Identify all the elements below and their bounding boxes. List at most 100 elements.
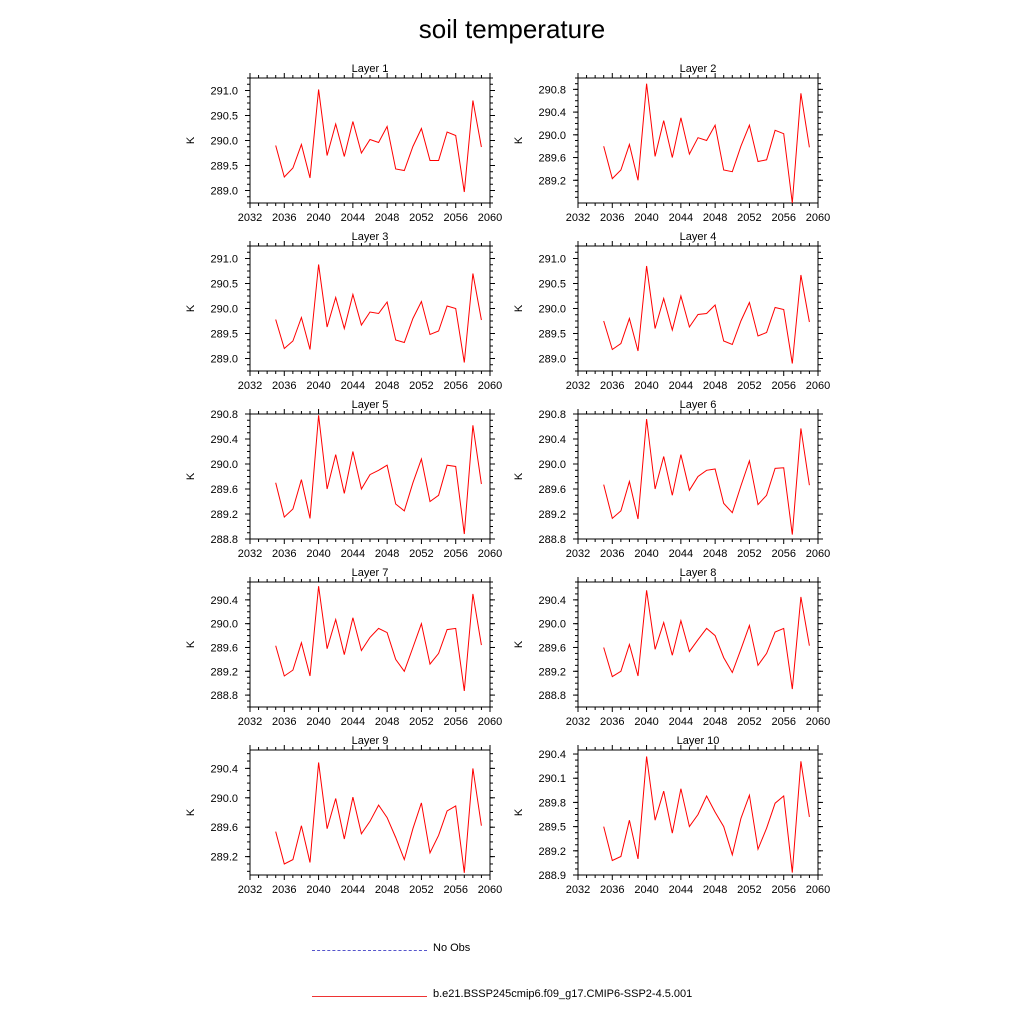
y-tick-label: 289.6 [538,484,566,496]
x-tick-label: 2040 [634,884,658,896]
y-tick-label: 290.5 [538,279,566,291]
y-tick-label: 290.4 [210,434,238,446]
y-tick-label: 289.2 [538,509,566,521]
plot-frame [249,77,491,204]
x-tick-label: 2040 [306,716,330,728]
y-tick-label: 290.0 [538,304,566,316]
x-tick-label: 2040 [634,716,658,728]
x-tick-label: 2048 [375,884,399,896]
x-tick-label: 2036 [272,716,296,728]
y-tick-label: 288.8 [210,534,238,546]
x-tick-label: 2048 [375,548,399,560]
x-tick-label: 2052 [409,548,433,560]
x-tick-label: 2048 [375,716,399,728]
y-tick-label: 290.1 [538,773,566,785]
y-tick-label: 289.6 [210,484,238,496]
x-tick-label: 2040 [306,548,330,560]
x-tick-label: 2060 [806,548,830,560]
x-tick-label: 2040 [634,548,658,560]
chart-panel: Layer 6 K 2032 2036 2040 2044 2048 2052 2056 2060… [513,399,830,560]
y-tick-label: 289.5 [210,161,238,173]
legend-swatch-solid [312,996,427,997]
x-tick-label: 2044 [341,380,365,392]
x-tick-label: 2044 [341,212,365,224]
y-tick-label: 289.2 [538,666,566,678]
y-tick-label: 290.5 [210,111,238,123]
y-axis-label: K [513,136,525,144]
y-tick-label: 290.0 [538,130,566,142]
series-line [603,265,810,364]
y-tick-label: 288.8 [538,690,566,702]
x-tick-label: 2056 [443,380,467,392]
x-tick-label: 2060 [478,380,502,392]
chart-panel: Layer 7 K 2032 2036 2040 2044 2048 2052 2056 2060… [185,567,502,728]
y-tick-label: 290.0 [538,459,566,471]
series-line [603,756,810,873]
x-tick-label: 2052 [409,884,433,896]
x-tick-label: 2052 [409,380,433,392]
y-tick-label: 290.0 [210,459,238,471]
y-tick-label: 290.5 [210,279,238,291]
x-tick-label: 2032 [238,380,262,392]
y-tick-label: 289.8 [538,797,566,809]
x-tick-label: 2040 [634,380,658,392]
x-tick-label: 2048 [703,212,727,224]
panel-grid: Layer 1 K 2032 2036 2040 2044 2048 2052 2056 2060… [185,63,830,896]
x-tick-label: 2036 [600,884,624,896]
panel-title: Layer 3 [352,231,389,243]
chart-panel: Layer 4 K 2032 2036 2040 2044 2048 2052 2056 2060… [513,231,830,392]
x-tick-label: 2032 [566,884,590,896]
x-tick-label: 2032 [566,548,590,560]
legend-entry-model: b.e21.BSSP245cmip6.f09_g17.CMIP6-SSP2-4.… [310,986,810,1006]
y-axis-label: K [185,808,197,816]
x-tick-label: 2044 [669,548,693,560]
plot-frame [577,749,819,876]
x-tick-label: 2032 [566,380,590,392]
y-tick-label: 290.4 [538,434,566,446]
x-tick-label: 2032 [238,884,262,896]
x-tick-label: 2056 [771,548,795,560]
y-tick-label: 289.2 [210,852,238,864]
y-tick-label: 288.8 [210,690,238,702]
y-tick-label: 290.8 [538,409,566,421]
x-tick-label: 2040 [306,212,330,224]
x-tick-label: 2040 [306,380,330,392]
y-axis-label: K [513,472,525,480]
y-tick-label: 289.0 [538,354,566,366]
y-tick-label: 289.6 [210,822,238,834]
y-axis-label: K [513,808,525,816]
x-tick-label: 2052 [737,548,761,560]
x-tick-label: 2048 [703,716,727,728]
x-tick-label: 2032 [566,212,590,224]
x-tick-label: 2036 [600,548,624,560]
x-tick-label: 2060 [478,212,502,224]
x-tick-label: 2036 [600,212,624,224]
legend-entry-no-obs: No Obs [310,940,810,960]
y-tick-label: 289.6 [538,642,566,654]
x-tick-label: 2044 [341,884,365,896]
x-tick-label: 2036 [272,884,296,896]
series-line [603,83,810,204]
y-tick-label: 289.5 [538,329,566,341]
plot-frame [577,581,819,708]
x-tick-label: 2056 [771,212,795,224]
y-tick-label: 289.5 [210,329,238,341]
x-tick-label: 2060 [806,380,830,392]
chart-panel: Layer 2 K 2032 2036 2040 2044 2048 2052 2056 2060… [513,63,830,224]
series-line [603,418,810,535]
x-tick-label: 2060 [478,548,502,560]
x-tick-label: 2032 [238,548,262,560]
x-tick-label: 2056 [771,380,795,392]
series-line [603,590,810,690]
y-tick-label: 290.4 [538,749,566,761]
x-tick-label: 2056 [443,716,467,728]
x-tick-label: 2036 [272,548,296,560]
x-tick-label: 2044 [669,380,693,392]
x-tick-label: 2060 [806,884,830,896]
x-tick-label: 2056 [771,884,795,896]
y-tick-label: 290.4 [210,595,238,607]
y-tick-label: 290.8 [538,84,566,96]
y-axis-label: K [185,304,197,312]
y-tick-label: 290.4 [538,107,566,119]
plot-frame [249,581,491,708]
